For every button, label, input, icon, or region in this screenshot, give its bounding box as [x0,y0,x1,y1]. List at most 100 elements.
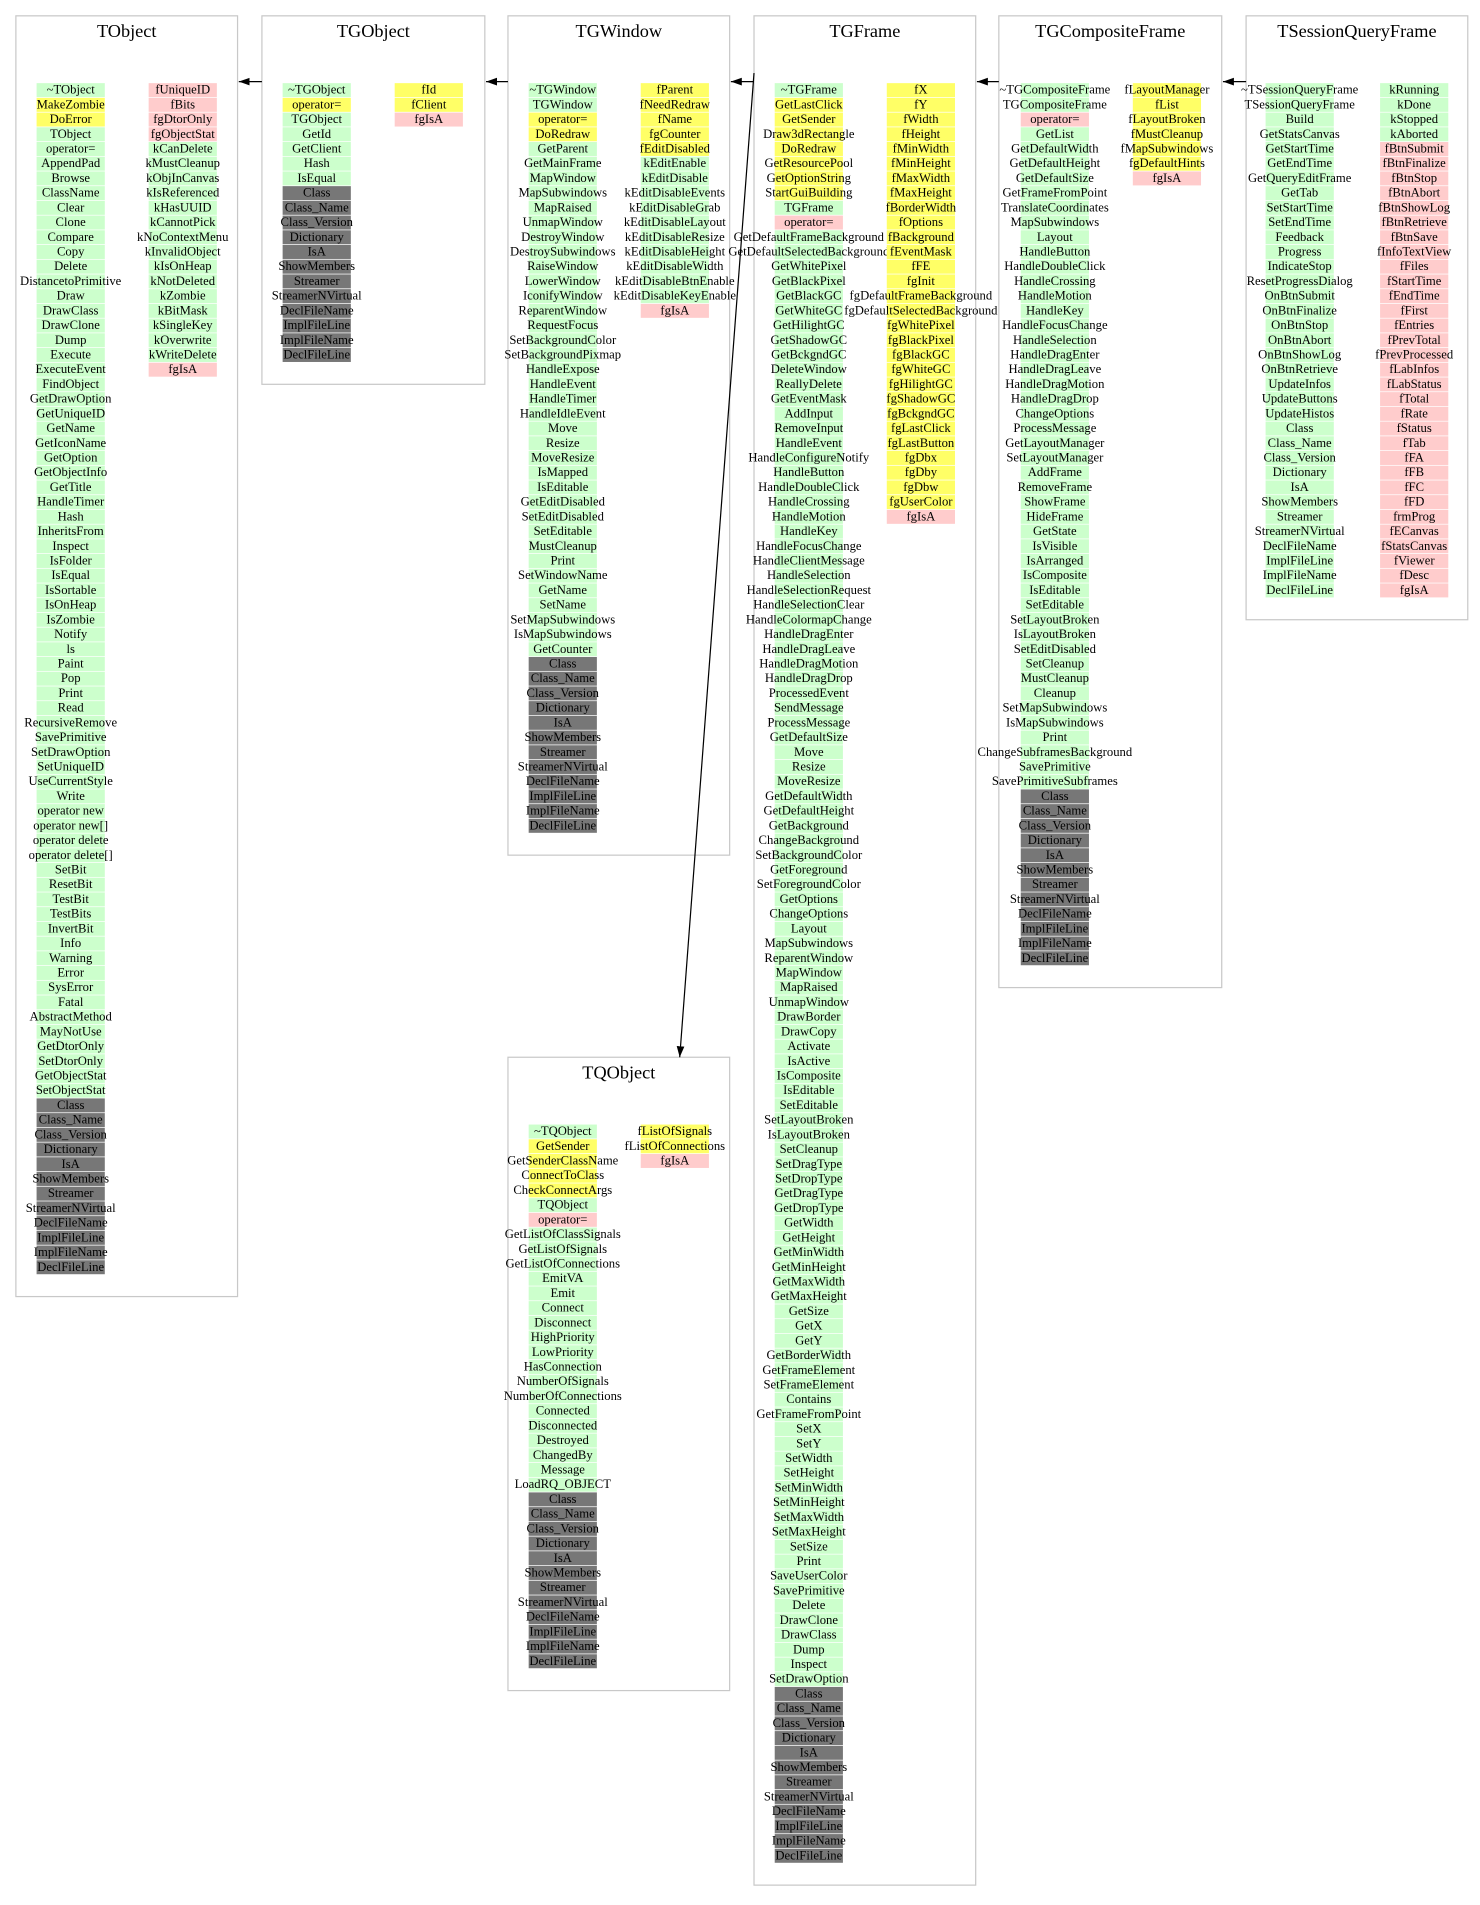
member: fFirst [1400,303,1428,317]
method-cell [774,1613,843,1628]
member-cell [886,186,955,201]
method: Streamer [294,274,340,288]
method-cell [528,789,597,804]
method-cell [36,1216,105,1231]
member: fgShadowGC [886,392,955,406]
method-cell [36,1142,105,1157]
class-node: TObject~TObjectMakeZombieDoErrorTObjecto… [15,15,239,1298]
method: MoveResize [777,774,841,788]
method: IsA [1291,480,1310,494]
method: ReallyDelete [776,377,842,391]
method-cell [774,524,843,539]
method-cell [774,450,843,465]
member-cell [886,141,955,156]
method: Class [549,1492,577,1506]
method-cell [36,1024,105,1039]
method: SetY [796,1436,821,1450]
method: HandleSelectionClear [753,598,865,612]
method: RemoveFrame [1018,480,1093,494]
member-cell [640,200,709,215]
method: HandleEvent [776,436,843,450]
member: fY [914,97,927,111]
method: DeclFileLine [283,347,350,361]
method-cell [528,421,597,436]
member-cell [640,244,709,259]
method-cell [528,127,597,142]
method-cell [528,553,597,568]
method: DrawClass [781,1628,837,1642]
method: HandleKey [780,524,838,538]
method-cell [774,1539,843,1554]
method: GetQueryEditFrame [1248,171,1352,185]
method: OnBtnSubmit [1265,289,1336,303]
member: fEditDisabled [640,142,711,156]
class-title: TGObject [337,21,410,41]
member-cell [640,230,709,245]
member-cell [1380,333,1449,348]
member: kCannotPick [150,215,216,229]
method: Class_Name [1268,436,1332,450]
method: GetDefaultWidth [1011,142,1099,156]
method-cell [774,1480,843,1495]
method: GetBorderWidth [767,1348,852,1362]
method: IsA [554,715,573,729]
method-cell [1020,83,1089,98]
method: TranslateCoordinates [1001,200,1109,214]
method-cell [774,480,843,495]
method-cell [1020,97,1089,112]
method-cell [36,362,105,377]
method: GetResourcePool [765,156,854,170]
method: Draw3dRectangle [763,127,855,141]
method: Class [795,1686,823,1700]
class-node: TGWindow~TGWindowTGWindowoperator=DoRedr… [504,15,736,856]
method: ImplFileLine [529,1624,596,1638]
method-cell [36,97,105,112]
method-cell [774,1098,843,1113]
method-cell [774,1054,843,1069]
method: ImplFileLine [775,1819,842,1833]
method: ShowMembers [1017,862,1094,876]
method-cell [528,1418,597,1433]
method: ShowMembers [524,1565,601,1579]
method: GetX [795,1319,822,1333]
method: MustCleanup [529,539,597,553]
method-cell [774,1289,843,1304]
method: ImplFileName [1018,936,1092,950]
method: MapWindow [530,171,597,185]
method-cell [1020,127,1089,142]
method: TestBits [50,907,91,921]
member-cell [148,141,217,156]
member-cell [886,303,955,318]
class-node: TQObject ~TQObjectGetSenderGetSenderClass… [504,1056,731,1692]
method-cell [36,980,105,995]
member-cell [1380,303,1449,318]
member: fFD [1404,495,1424,509]
method-cell [774,347,843,362]
method-cell [1020,656,1089,671]
member-cell [148,259,217,274]
member-cell [1380,583,1449,598]
method: OnBtnRetrieve [1261,362,1338,376]
member: fFE [911,259,930,273]
member-cell [886,421,955,436]
method-cell [774,774,843,789]
method-cell [528,156,597,171]
method-cell [774,436,843,451]
method-cell [282,112,351,127]
method-cell [1020,362,1089,377]
class-node: TSessionQueryFrame~TSessionQueryFrameTSe… [1241,15,1469,621]
member: kMustCleanup [145,156,220,170]
method: MapRaised [534,200,592,214]
member: fgLastButton [887,436,954,450]
method-cell [1020,436,1089,451]
member-cell [886,495,955,510]
method: GetEndTime [1267,156,1332,170]
method: GetDefaultWidth [765,789,853,803]
member: fgObjectStat [151,127,215,141]
method: Class [57,1098,85,1112]
method: DrawCopy [781,1024,837,1038]
method-cell [36,215,105,230]
method-cell [528,186,597,201]
